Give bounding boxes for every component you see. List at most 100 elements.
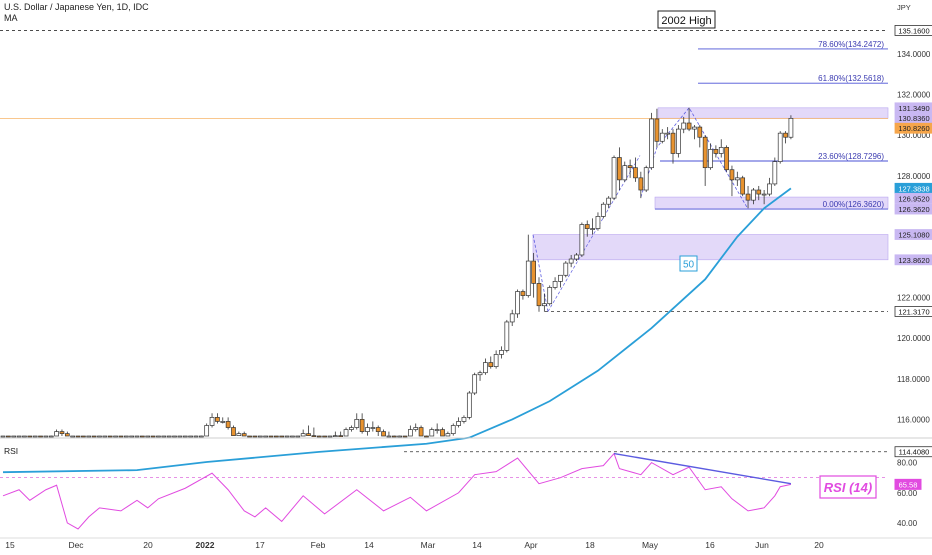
candle bbox=[209, 413, 215, 428]
rsi-tick: 60.00 bbox=[897, 489, 918, 498]
candle-body-up bbox=[611, 157, 617, 199]
level-price-tag-text: 123.8620 bbox=[898, 256, 929, 265]
candle bbox=[590, 218, 595, 235]
time-axis-label: 2022 bbox=[196, 540, 215, 550]
candle-body-down bbox=[268, 435, 274, 438]
candle bbox=[708, 143, 713, 170]
candle-body-up bbox=[97, 435, 102, 438]
time-axis-label: Dec bbox=[68, 540, 84, 550]
time-axis-label: Apr bbox=[524, 540, 537, 550]
candle bbox=[520, 289, 526, 300]
candle bbox=[386, 431, 392, 438]
candle bbox=[161, 435, 167, 438]
candle-body-down bbox=[118, 435, 124, 438]
candle-body-up bbox=[456, 421, 461, 426]
candle bbox=[579, 222, 585, 257]
swing-dashed-line bbox=[640, 107, 749, 210]
candle bbox=[247, 435, 252, 438]
candle-body-up bbox=[761, 193, 767, 196]
time-axis-label: May bbox=[642, 540, 659, 550]
rsi-title: RSI bbox=[4, 446, 18, 456]
candle-body-up bbox=[263, 435, 268, 438]
candle bbox=[525, 234, 531, 298]
candle bbox=[584, 220, 590, 237]
candle-body-up bbox=[466, 392, 472, 418]
candle-body-down bbox=[75, 435, 81, 438]
candle-body-up bbox=[204, 425, 210, 437]
candle bbox=[316, 435, 322, 438]
level-price-tag: 126.3620 bbox=[894, 203, 932, 215]
candle-body-down bbox=[745, 193, 751, 201]
candle bbox=[97, 435, 102, 438]
candle bbox=[493, 350, 499, 369]
candle bbox=[257, 435, 263, 438]
candle-body-down bbox=[638, 177, 644, 191]
candle bbox=[338, 431, 344, 437]
candle bbox=[740, 175, 746, 197]
candle-body-up bbox=[156, 435, 161, 438]
candle-body-up bbox=[145, 435, 151, 438]
candle bbox=[279, 435, 285, 438]
candle bbox=[150, 435, 156, 438]
zone-box bbox=[532, 234, 889, 261]
level-price-tag-box bbox=[894, 446, 932, 458]
candle bbox=[713, 145, 719, 158]
candle bbox=[600, 202, 606, 219]
candle bbox=[617, 147, 622, 191]
candle-body-up bbox=[290, 435, 295, 438]
candle-body-up bbox=[220, 421, 226, 423]
price-tick: 130.0000 bbox=[897, 131, 931, 140]
candle bbox=[772, 157, 778, 186]
level-price-tag-text: 130.8260 bbox=[898, 124, 929, 133]
ma50-callout: 50 bbox=[679, 255, 698, 272]
level-price-tag-box bbox=[894, 254, 932, 266]
candle-body-up bbox=[708, 149, 713, 169]
candle-body-up bbox=[300, 433, 306, 437]
candle-body-up bbox=[595, 216, 601, 229]
candle bbox=[0, 435, 6, 438]
candle bbox=[370, 421, 376, 432]
rsi14-callout: RSI (14) bbox=[819, 475, 877, 499]
level-price-tag: 130.8360 bbox=[894, 112, 932, 124]
candle bbox=[343, 427, 349, 437]
candle bbox=[354, 413, 360, 430]
candle bbox=[359, 413, 365, 434]
candle-body-down bbox=[311, 435, 317, 437]
candle-body-down bbox=[531, 260, 536, 284]
level-price-tag-text: 125.1080 bbox=[898, 231, 929, 240]
price-tick: 132.0000 bbox=[897, 91, 931, 100]
candle-body-down bbox=[27, 435, 33, 438]
candle bbox=[649, 112, 654, 170]
candle bbox=[27, 435, 33, 438]
candle-body-down bbox=[440, 429, 445, 437]
candle bbox=[236, 431, 242, 436]
candle-body-up bbox=[665, 132, 670, 135]
candle bbox=[375, 425, 381, 436]
candle-body-down bbox=[306, 433, 311, 436]
candle-body-up bbox=[22, 435, 27, 438]
candle bbox=[558, 274, 563, 288]
candle bbox=[231, 425, 236, 436]
candle bbox=[322, 435, 327, 438]
level-price-tag-text: 121.3170 bbox=[898, 307, 929, 316]
candle-body-up bbox=[397, 435, 402, 438]
candle-body-up bbox=[386, 435, 392, 438]
candle-body-up bbox=[515, 291, 520, 315]
level-price-tag-box bbox=[894, 229, 932, 240]
candle-body-up bbox=[102, 435, 108, 438]
candle-body-down bbox=[740, 177, 746, 195]
candle-body-down bbox=[252, 435, 258, 438]
candle-body-down bbox=[686, 122, 692, 130]
time-axis-label: Jun bbox=[755, 540, 769, 550]
candle bbox=[16, 435, 22, 438]
candle-body-down bbox=[488, 362, 494, 367]
candle bbox=[397, 435, 402, 438]
fib-label: 23.60%(128.7296) bbox=[818, 152, 884, 161]
candle bbox=[745, 185, 751, 209]
candle-body-up bbox=[767, 183, 772, 195]
candle bbox=[445, 431, 451, 437]
level-price-tag: 123.8620 bbox=[894, 254, 932, 266]
candle-body-down bbox=[633, 167, 638, 179]
candle-body-up bbox=[177, 435, 183, 438]
